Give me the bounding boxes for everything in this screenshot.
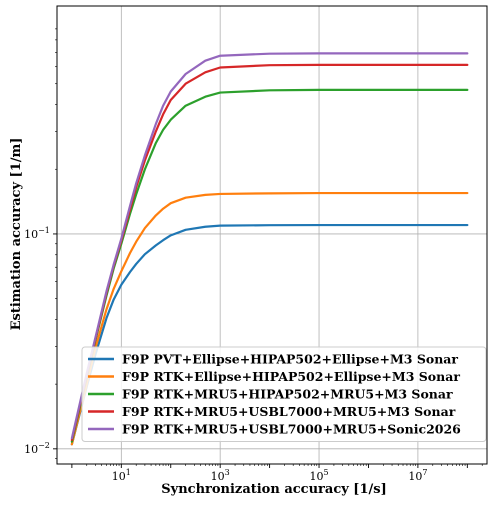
series-line-2 xyxy=(70,191,469,446)
legend-label-2: F9P RTK+Ellipse+HIPAP502+Ellipse+M3 Sona… xyxy=(122,369,460,384)
series-line-1 xyxy=(70,223,469,446)
y-tick-label: 10−1 xyxy=(24,226,50,241)
legend-box xyxy=(81,346,487,442)
legend-label-4: F9P RTK+MRU5+USBL7000+MRU5+M3 Sonar xyxy=(122,404,456,419)
legend-label-3: F9P RTK+MRU5+HIPAP502+MRU5+M3 Sonar xyxy=(122,387,453,402)
series-lines xyxy=(70,52,469,446)
x-tick-label: 107 xyxy=(408,468,427,483)
series-line-5 xyxy=(70,52,469,440)
legend: F9P PVT+Ellipse+HIPAP502+Ellipse+M3 Sona… xyxy=(81,346,487,442)
legend-label-1: F9P PVT+Ellipse+HIPAP502+Ellipse+M3 Sona… xyxy=(122,352,458,367)
axes: 101 103 105 107 10−2 10−1 xyxy=(24,5,488,483)
legend-label-5: F9P RTK+MRU5+USBL7000+MRU5+Sonic2026 xyxy=(122,422,461,437)
x-axis-label: Synchronization accuracy [1/s] xyxy=(161,482,386,497)
plot-frame xyxy=(56,5,488,465)
x-tick-label: 103 xyxy=(211,468,230,483)
x-tick-label: 105 xyxy=(309,468,328,483)
y-axis-label: Estimation accuracy [1/m] xyxy=(9,138,24,331)
y-tick-label: 10−2 xyxy=(24,441,50,456)
x-tick-label: 101 xyxy=(112,468,131,483)
